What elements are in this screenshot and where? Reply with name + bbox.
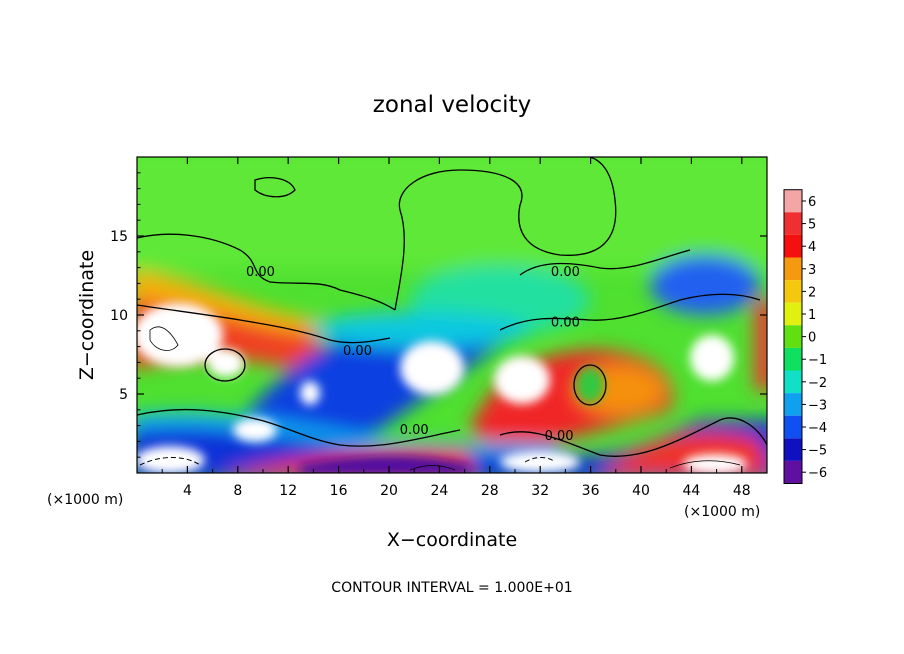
white-core-small-left xyxy=(208,349,244,377)
contour-mid xyxy=(499,293,761,331)
colorbar: 6 5 4 3 2 1 0 −1 −2 −3 −4 −5 −6 xyxy=(783,189,827,484)
x-unit-label-left: (×1000 m) xyxy=(47,492,123,508)
y-tick-label: 15 xyxy=(110,229,128,245)
contour-thin-left-core xyxy=(149,326,179,351)
colorbar-swatch xyxy=(784,257,802,281)
zero-contours xyxy=(137,157,767,457)
colorbar-swatch xyxy=(784,189,802,213)
x-tick-label: 44 xyxy=(682,483,700,499)
cyan-edge-jet xyxy=(310,312,530,348)
contour-interval-note: CONTOUR INTERVAL = 1.000E+01 xyxy=(331,580,572,596)
contour-label: 0.00 xyxy=(343,344,372,359)
contour-left-band xyxy=(137,304,391,344)
contour-small-left xyxy=(254,177,296,198)
colorbar-swatch xyxy=(784,460,802,484)
colorbar-swatch xyxy=(784,212,802,235)
contour-thin-bottom-right xyxy=(669,460,741,469)
contour-lower-right xyxy=(499,417,767,457)
x-tick-label: 48 xyxy=(733,483,751,499)
colorbar-swatch xyxy=(784,302,802,326)
blue-patch-upper-right xyxy=(650,255,760,315)
colorbar-swatch xyxy=(784,325,802,348)
colorbar-swatch xyxy=(784,415,802,439)
white-core-small xyxy=(300,381,320,405)
x-tick-label: 4 xyxy=(183,483,192,499)
y-tick-label: 5 xyxy=(119,387,128,403)
y-axis-title: Z−coordinate xyxy=(76,250,98,380)
contour-loop-left xyxy=(204,348,246,382)
colorbar-tick-label: −2 xyxy=(808,376,827,391)
colorbar-swatch xyxy=(784,438,802,461)
colorbar-swatch xyxy=(784,280,802,303)
white-core-bottom-right xyxy=(683,454,747,473)
upper-band-light-green xyxy=(137,157,767,270)
orange-band-left xyxy=(137,270,320,335)
contour-loop-right xyxy=(573,364,607,406)
y-tick-label: 10 xyxy=(110,308,128,324)
x-tick-label: 40 xyxy=(632,483,650,499)
white-core-lower-left xyxy=(233,418,277,442)
colorbar-tick-label: −4 xyxy=(808,421,827,436)
colorbar-tick-label: 2 xyxy=(808,285,816,300)
colorbar-swatch xyxy=(784,347,802,371)
chart-title: zonal velocity xyxy=(373,92,531,118)
heatmap-field xyxy=(137,157,767,473)
contour-label: 0.00 xyxy=(551,265,580,280)
colorbar-tick-label: 1 xyxy=(808,308,816,323)
x-tick-label: 16 xyxy=(330,483,348,499)
colorbar-tick-label: −6 xyxy=(808,466,827,481)
colorbar-tick-label: 4 xyxy=(808,240,816,255)
contour-label-layer: 0.00 0.00 0.00 0.00 0.00 0.00 xyxy=(246,265,580,444)
x-tick-label: 28 xyxy=(481,483,499,499)
colorbar-tick-label: 6 xyxy=(808,195,816,210)
white-core-far-right xyxy=(690,335,734,381)
x-tick-label: 24 xyxy=(430,483,448,499)
y-axis: 5 10 15 xyxy=(110,172,767,458)
colorbar-tick-label: −1 xyxy=(808,353,827,368)
white-core-bottom-mid xyxy=(500,451,580,473)
green-island xyxy=(576,367,604,403)
x-tick-label: 32 xyxy=(531,483,549,499)
negative-contours xyxy=(139,457,556,466)
colorbar-tick-label: 3 xyxy=(808,263,816,278)
purple-negative-band xyxy=(300,455,470,473)
colorbar-tick-label: 0 xyxy=(808,331,816,346)
colorbar-tick-label: 5 xyxy=(808,218,816,233)
colorbar-swatch xyxy=(784,393,802,416)
x-unit-label-right: (×1000 m) xyxy=(684,504,760,520)
x-tick-label: 36 xyxy=(582,483,600,499)
contour-dashed-bottom-left xyxy=(139,457,201,466)
contour-lower-left xyxy=(137,408,461,447)
x-axis: 4 8 12 16 20 24 28 32 36 40 44 48 xyxy=(161,157,751,499)
white-core-right xyxy=(494,356,550,404)
x-tick-label: 8 xyxy=(233,483,242,499)
white-core-center xyxy=(400,341,464,395)
red-right-edge xyxy=(755,300,767,390)
contour-upper-right xyxy=(519,249,691,276)
contour-dashed-bottom-mid xyxy=(524,457,556,463)
x-tick-label: 12 xyxy=(279,483,297,499)
contour-label: 0.00 xyxy=(246,265,275,280)
contour-upper-left xyxy=(137,233,396,311)
colorbar-swatch xyxy=(784,370,802,394)
white-core-left xyxy=(137,303,223,367)
white-core-bottom xyxy=(137,446,205,473)
colorbar-tick-label: −5 xyxy=(808,444,827,459)
thin-contours xyxy=(149,326,741,471)
blue-bottom-band xyxy=(137,420,767,473)
contour-label: 0.00 xyxy=(551,315,580,330)
contour-label: 0.00 xyxy=(400,423,429,438)
x-tick-label: 20 xyxy=(380,483,398,499)
contour-thin-bottom-mid xyxy=(409,465,456,471)
colorbar-tick-label: −3 xyxy=(808,398,827,413)
x-axis-title: X−coordinate xyxy=(387,529,517,551)
contour-label: 0.00 xyxy=(545,429,574,444)
contour-upper-dome xyxy=(394,157,617,311)
colorbar-swatch xyxy=(784,234,802,258)
